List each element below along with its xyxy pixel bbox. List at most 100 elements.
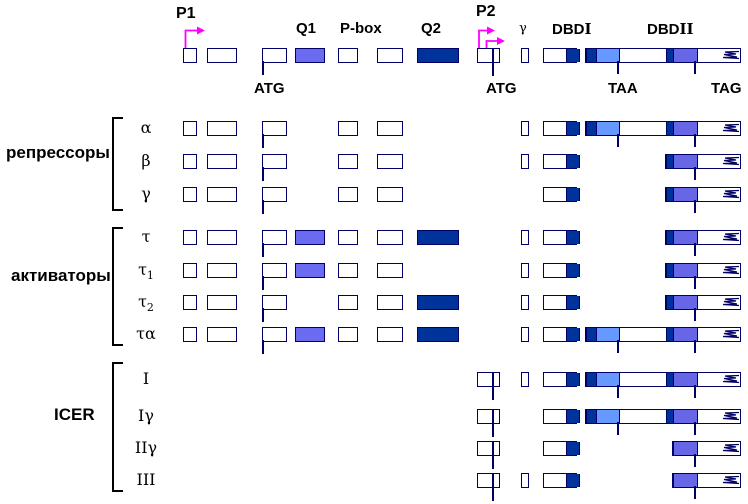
gamma-exon-e1 [183,187,197,202]
icer1g-exon-tail_full-segment [596,410,620,423]
repressors-bracket [112,117,123,211]
icer1g-exon-dbd1-segment [566,410,580,423]
tau-tag-tick [694,243,696,256]
beta-atg-tick [262,167,264,181]
alpha-exon-e1 [183,121,197,136]
icer1-exon-g [521,372,529,387]
group-label-activators: активаторы [11,266,111,285]
tau2-exon-q2 [417,295,459,310]
tau-exon-q2 [417,230,459,245]
taua-exon-tail_full [585,327,741,342]
row-label-icer1g-text: Iγ [138,406,154,425]
row-label-gamma-text: γ [141,184,151,203]
beta-exon-e2 [207,154,237,169]
taua-exon-e1 [183,327,197,342]
beta-exon-tail_dbd2 [665,154,741,169]
taua-exon-tail_full-segment [596,328,620,341]
icer3-exon-p2 [477,473,500,488]
beta-exon-g [521,154,529,169]
icer2g-exon-dbd1-segment [566,442,580,455]
break-zigzag-icon [722,123,740,133]
tau1-exon-e1 [183,263,197,278]
row-label-alpha: α [123,120,169,136]
tau1-exon-dbd1 [543,263,580,278]
tau2-tag-tick [694,308,696,321]
row-label-icer3: III [123,472,169,488]
taua-tag-tick [694,340,696,353]
break-zigzag-icon [722,443,740,453]
row-label-tau2: τ2 [123,294,169,316]
reference-atg-tick [262,61,264,75]
row-label-tau1: τ1 [123,262,169,284]
break-zigzag-icon [722,265,740,275]
alpha-exon-tail_full [585,121,741,136]
icer1-exon-tail_full-segment [596,373,620,386]
icer1-tag-tick [694,385,696,398]
icer3-exon-dbd1-segment [566,474,580,487]
icer3-tag-tick [694,486,696,499]
alpha-taa-tick [617,134,619,147]
tau-exon-q1 [295,230,325,245]
icer3-exon-g [521,473,529,488]
reference-exon-q1 [295,48,325,63]
tau2-exon-tail_dbd2-segment [673,296,698,309]
tau2-exon-e2 [207,295,237,310]
reference-exon-e1 [183,48,197,63]
tau1-exon-dbd1-segment [566,264,580,277]
icer1-exon-dbd1-segment [566,373,580,386]
group-label-repressors: репрессоры [6,143,110,162]
icer3-exon-dbd1 [543,473,580,488]
tau-exon-tail_dbd2 [665,230,741,245]
gamma-exon-e2 [207,187,237,202]
tau2-exon-dbd1-segment [566,296,580,309]
label-atg-p1: ATG [254,80,285,97]
alpha-exon-atg [262,121,287,136]
taua-exon-pbox [338,327,358,342]
break-zigzag-icon [722,50,740,60]
row-label-tau2-subscript: 2 [146,301,154,315]
icer1g-exon-tail_full [585,409,741,424]
reference-exon-e6 [377,48,403,63]
label-tag: TAG [711,80,742,97]
label-gamma-exon: γ [519,21,527,36]
reference-exon-tail_full-segment [596,49,620,62]
activators-bracket [112,227,123,346]
gamma-exon-tail_dbd2 [665,187,741,202]
tau1-exon-tail_dbd2-segment [673,264,698,277]
icer1-taa-tick [617,385,619,398]
gamma-exon-dbd1-segment [566,188,580,201]
alpha-tag-tick [694,134,696,147]
taua-exon-e2 [207,327,237,342]
reference-exon-q2 [417,48,459,63]
tau-exon-pbox [338,230,358,245]
tau2-exon-pbox [338,295,358,310]
alpha-exon-dbd1-segment [566,122,580,135]
taua-exon-q1 [295,327,325,342]
icer3-exon-tail_dbd2g [672,473,741,488]
icer2g-exon-p2 [477,441,500,456]
icer3-atg-line [492,473,494,501]
reference-tag-tick [694,61,696,74]
taua-exon-q2 [417,327,459,342]
icer-bracket [112,362,123,492]
break-zigzag-icon [722,411,740,421]
row-label-tau: τ [123,229,169,245]
dbd1-prefix: DBD [552,21,585,38]
tau1-exon-q1 [295,263,325,278]
tau2-exon-g [521,295,529,310]
icer2g-exon-dbd1 [543,441,580,456]
label-p-box: P-box [340,20,382,37]
tau1-exon-e6 [377,263,403,278]
row-label-tau1-text: τ [138,260,147,279]
beta-exon-e1 [183,154,197,169]
alpha-exon-tail_full-segment [596,122,620,135]
group-label-icer: ICER [54,405,95,424]
alpha-exon-e6 [377,121,403,136]
gamma-exon-e6 [377,187,403,202]
dbd2-prefix: DBD [647,21,680,38]
reference-exon-p2 [477,48,500,63]
gamma-exon-atg [262,187,287,202]
icer2g-atg-line [492,441,494,469]
tau1-exon-e2 [207,263,237,278]
icer1g-tag-tick [694,422,696,435]
